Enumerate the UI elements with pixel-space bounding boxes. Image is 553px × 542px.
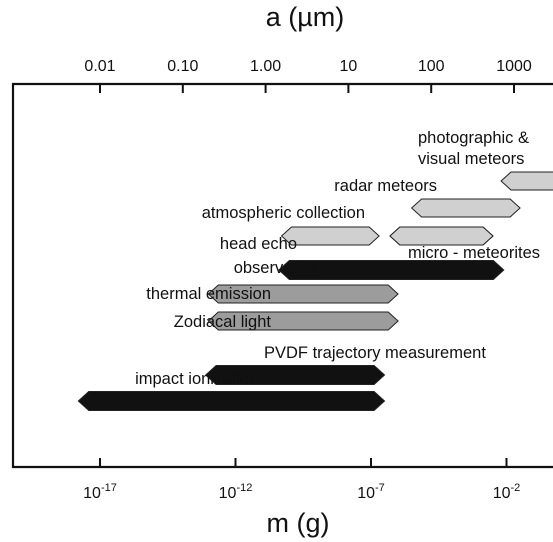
range-bar-label: observation (234, 259, 319, 277)
range-bar-label: micro - meteorites (408, 244, 540, 262)
range-bar-label: thermal emission (146, 285, 271, 303)
bottom-tick-label: 10-12 (219, 482, 253, 502)
bottom-axis-title: m (g) (267, 508, 330, 538)
plot-frame (11, 82, 553, 469)
range-bar-label: impact ionization (135, 370, 258, 388)
range-bar (278, 260, 505, 280)
top-axis-title: a (µm) (266, 2, 345, 32)
bottom-tick-label: 10-2 (493, 482, 521, 502)
bottom-tick-label: 10-7 (357, 482, 385, 502)
range-bar (280, 226, 380, 246)
bottom-tick-label: 10-17 (83, 482, 117, 502)
range-bars (77, 171, 553, 411)
top-tick-label: 100 (418, 58, 445, 75)
range-bar (77, 391, 386, 411)
range-bar-label: PVDF trajectory measurement (264, 344, 486, 362)
top-tick-label: 1.00 (250, 58, 281, 75)
range-bar-label: Zodiacal light (174, 313, 272, 331)
range-bar (389, 226, 494, 246)
range-bar-label: atmospheric collection (202, 204, 365, 222)
range-bar (207, 311, 399, 331)
range-bar (204, 365, 386, 385)
range-bar-label: photographic & (418, 129, 529, 147)
top-tick-label: 1000 (496, 58, 532, 75)
range-bar-label: visual meteors (418, 150, 524, 168)
bottom-axis-ticks: 10-17 10-12 10-7 10-2 (83, 458, 520, 502)
range-bar (207, 284, 399, 304)
range-bar-label: radar meteors (334, 177, 437, 195)
top-tick-label: 0.01 (84, 58, 115, 75)
range-bar (410, 198, 521, 218)
top-tick-label: 0.10 (167, 58, 198, 75)
top-tick-label: 10 (340, 58, 358, 75)
range-bar-labels: photographic & visual meteors radar meteor… (135, 129, 540, 388)
range-bar (500, 171, 553, 191)
top-axis-ticks: 0.01 0.10 1.00 10 100 1000 (84, 58, 532, 93)
range-bar-label: head echo (220, 235, 297, 253)
